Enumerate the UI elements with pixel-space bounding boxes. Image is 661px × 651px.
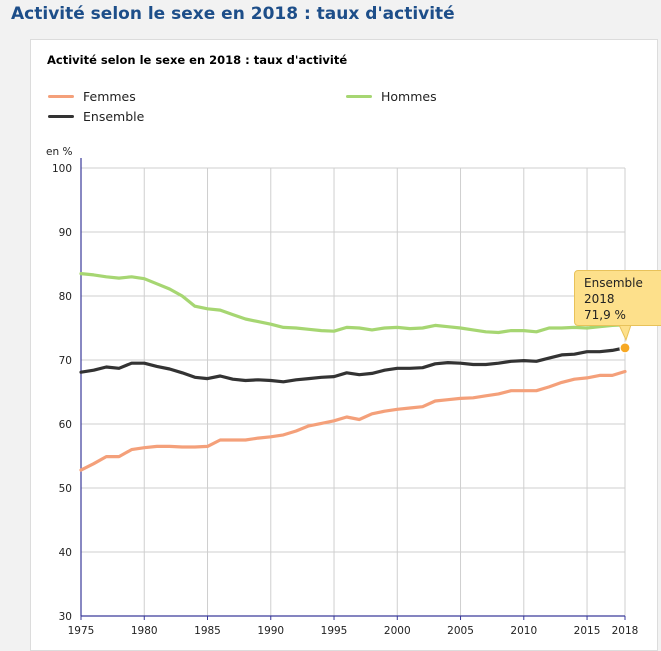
tooltip-value: 71,9 % bbox=[584, 308, 626, 322]
legend-label-femmes: Femmes bbox=[83, 89, 136, 104]
y-tick-label: 50 bbox=[59, 483, 72, 495]
x-tick-label: 1985 bbox=[194, 625, 221, 637]
data-tooltip: Ensemble 2018 71,9 % bbox=[574, 270, 661, 326]
legend-label-hommes: Hommes bbox=[381, 89, 437, 104]
legend-item-ensemble[interactable]: Ensemble bbox=[48, 109, 144, 124]
tooltip-pointer bbox=[618, 324, 632, 342]
legend-swatch-ensemble bbox=[48, 115, 74, 118]
x-tick-label: 1975 bbox=[68, 625, 95, 637]
legend-item-femmes[interactable]: Femmes bbox=[48, 89, 136, 104]
tooltip-year: 2018 bbox=[584, 292, 615, 306]
x-tick-label: 2018 bbox=[612, 625, 639, 637]
legend-swatch-femmes bbox=[48, 95, 74, 98]
page-title: Activité selon le sexe en 2018 : taux d'… bbox=[11, 4, 455, 24]
y-tick-label: 80 bbox=[59, 291, 72, 303]
y-tick-label: 70 bbox=[59, 355, 72, 367]
tooltip-series: Ensemble bbox=[584, 276, 643, 290]
y-tick-label: 60 bbox=[59, 419, 72, 431]
y-axis-label: en % bbox=[46, 146, 72, 158]
highlight-point bbox=[619, 342, 631, 354]
series-line-hommes bbox=[79, 272, 627, 335]
x-tick-label: 2000 bbox=[384, 625, 411, 637]
chart-card bbox=[30, 39, 658, 651]
series-line-femmes bbox=[79, 369, 627, 472]
x-tick-label: 2010 bbox=[510, 625, 537, 637]
legend-item-hommes[interactable]: Hommes bbox=[346, 89, 437, 104]
x-tick-label: 2015 bbox=[574, 625, 601, 637]
legend-label-ensemble: Ensemble bbox=[83, 109, 145, 124]
y-tick-label: 30 bbox=[59, 611, 72, 623]
legend-swatch-hommes bbox=[346, 95, 372, 98]
y-tick-label: 40 bbox=[59, 547, 72, 559]
x-tick-label: 2005 bbox=[447, 625, 474, 637]
y-tick-label: 100 bbox=[52, 163, 72, 175]
y-tick-label: 90 bbox=[59, 227, 72, 239]
series-line-ensemble bbox=[79, 346, 627, 384]
x-tick-label: 1995 bbox=[321, 625, 348, 637]
x-tick-label: 1980 bbox=[131, 625, 158, 637]
chart-title: Activité selon le sexe en 2018 : taux d'… bbox=[47, 53, 348, 67]
x-tick-label: 1990 bbox=[257, 625, 284, 637]
